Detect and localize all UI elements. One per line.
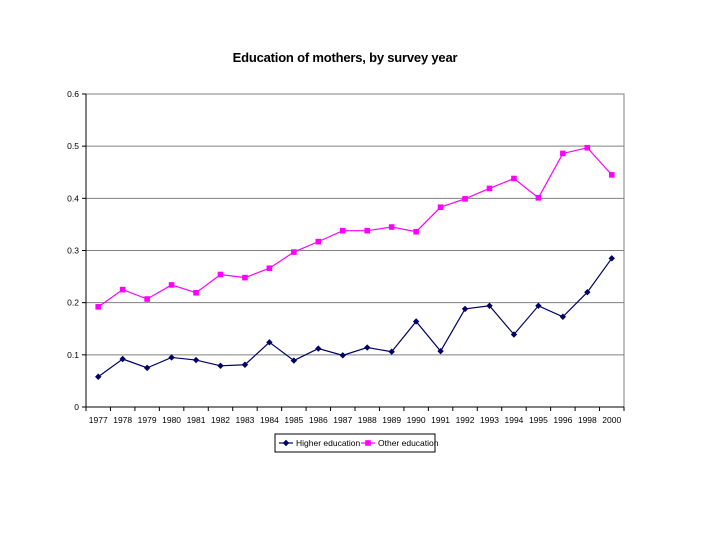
data-point: [291, 249, 297, 255]
data-point: [217, 271, 224, 278]
series-group: [95, 144, 615, 380]
x-tick-label: 1981: [187, 415, 206, 425]
data-point: [535, 195, 542, 201]
data-point: [193, 289, 199, 296]
y-tick-label: 0.6: [67, 89, 79, 99]
data-point: [266, 339, 273, 346]
data-point: [559, 313, 567, 320]
x-tick-label: 1991: [431, 415, 450, 425]
data-point: [413, 228, 419, 235]
series-1: [95, 255, 615, 380]
data-point: [339, 352, 346, 359]
data-point: [192, 356, 200, 364]
data-point: [242, 274, 248, 281]
data-point: [462, 196, 468, 202]
legend-box: [274, 433, 436, 453]
chart-title: Education of mothers, by survey year: [232, 50, 458, 65]
series-2: [95, 144, 615, 310]
data-point: [486, 302, 493, 309]
x-tick-label: 1995: [529, 415, 548, 425]
data-point: [388, 348, 395, 355]
x-tick-label: 1986: [309, 415, 328, 425]
data-point: [143, 364, 151, 372]
data-point: [315, 345, 322, 352]
data-point: [266, 265, 273, 272]
data-point: [315, 238, 322, 245]
data-point: [168, 282, 175, 288]
data-point: [437, 204, 444, 211]
data-point: [364, 227, 371, 234]
y-tick-label: 0.4: [67, 193, 79, 203]
data-point: [144, 296, 150, 302]
data-point: [608, 172, 615, 178]
x-tick-label: 1987: [333, 415, 352, 425]
y-tick-label: 0.2: [67, 298, 79, 308]
data-point: [437, 347, 444, 355]
legend-label: Other education: [378, 438, 439, 448]
data-point: [95, 373, 102, 380]
data-point: [584, 144, 591, 151]
x-tick-label: 1983: [235, 415, 254, 425]
data-point: [461, 305, 469, 313]
data-point: [535, 302, 542, 309]
x-tick-label: 1977: [89, 415, 108, 425]
y-tick-label: 0: [74, 402, 79, 412]
data-point: [119, 286, 126, 293]
data-point: [168, 354, 175, 361]
legend: Higher education Other education: [274, 433, 439, 453]
x-tick-label: 1980: [162, 415, 181, 425]
axes: 0 0.1 0.2 0.3 0.4 0.5 0.6 1977 1978 1979 1980 1981 1…: [67, 89, 625, 425]
legend-marker: [365, 440, 371, 446]
x-tick-label: 1998: [578, 415, 597, 425]
x-tick-label: 1985: [284, 415, 303, 425]
x-tick-label: 1996: [553, 415, 572, 425]
data-point: [560, 150, 566, 157]
data-point: [364, 344, 371, 351]
data-point: [339, 227, 346, 234]
y-tick-label: 0.1: [67, 350, 79, 360]
x-tick-label: 1994: [504, 415, 523, 425]
x-tick-label: 1988: [358, 415, 377, 425]
data-point: [217, 362, 224, 369]
x-tick-label: 1992: [456, 415, 475, 425]
data-point: [388, 224, 395, 230]
x-tick-label: 1979: [138, 415, 157, 425]
data-point: [241, 361, 249, 368]
data-point: [486, 185, 493, 192]
data-point: [95, 304, 102, 310]
series-line: [97, 147, 613, 308]
data-point: [412, 318, 420, 325]
series-line: [97, 257, 613, 378]
x-tick-label: 2000: [602, 415, 621, 425]
x-tick-label: 1978: [113, 415, 132, 425]
legend-marker: [282, 439, 290, 447]
data-point: [290, 357, 298, 364]
data-point: [511, 175, 517, 182]
data-point: [584, 289, 591, 296]
x-tick-label: 1989: [382, 415, 401, 425]
x-tick-label: 1982: [211, 415, 230, 425]
y-tick-label: 0.3: [67, 246, 79, 256]
data-point: [119, 355, 126, 363]
x-tick-label: 1993: [480, 415, 499, 425]
gridlines: [86, 145, 624, 356]
data-point: [510, 331, 518, 338]
legend-label: Higher education: [296, 438, 361, 448]
data-point: [608, 255, 615, 262]
x-tick-label: 1984: [260, 415, 279, 425]
x-tick-label: 1990: [407, 415, 426, 425]
y-tick-label: 0.5: [67, 141, 79, 151]
